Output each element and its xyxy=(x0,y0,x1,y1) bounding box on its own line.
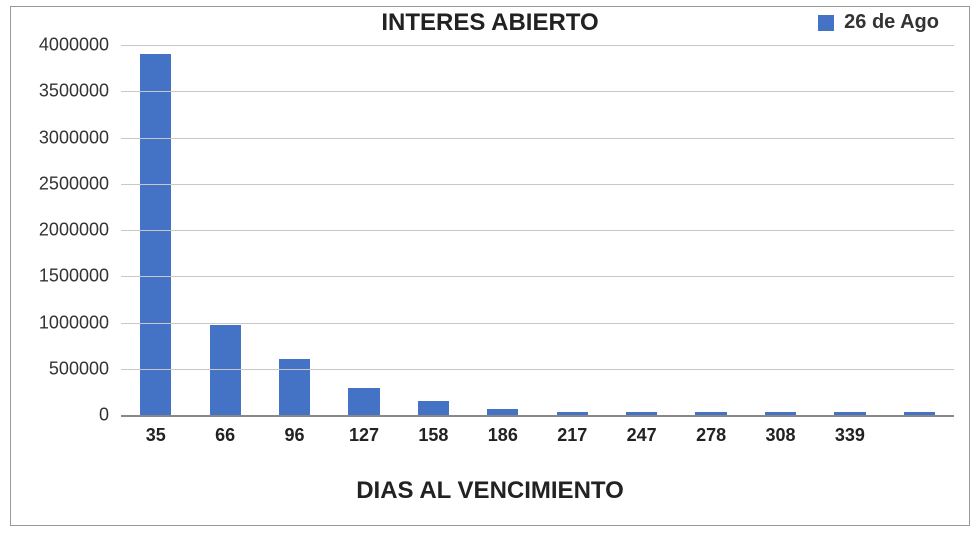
x-axis-title: DIAS AL VENCIMIENTO xyxy=(11,477,969,505)
x-tick-label: 158 xyxy=(399,425,468,455)
x-tick-label xyxy=(885,425,954,455)
bar xyxy=(210,325,241,415)
plot-area xyxy=(121,45,954,415)
x-tick-label: 186 xyxy=(468,425,537,455)
legend-label: 26 de Ago xyxy=(844,11,939,34)
x-tick-label: 217 xyxy=(538,425,607,455)
y-tick-label: 2500000 xyxy=(9,173,109,194)
x-tick-label: 308 xyxy=(746,425,815,455)
gridline xyxy=(121,91,954,92)
x-tick-label: 127 xyxy=(329,425,398,455)
x-tick-label: 96 xyxy=(260,425,329,455)
y-tick-label: 1500000 xyxy=(9,266,109,287)
y-tick-label: 4000000 xyxy=(9,35,109,56)
gridline xyxy=(121,138,954,139)
legend: 26 de Ago xyxy=(818,11,939,34)
gridline xyxy=(121,323,954,324)
x-tick-label: 35 xyxy=(121,425,190,455)
bar xyxy=(418,401,449,415)
gridline xyxy=(121,45,954,46)
gridline xyxy=(121,230,954,231)
y-tick-label: 0 xyxy=(9,405,109,426)
y-tick-label: 3500000 xyxy=(9,81,109,102)
gridline xyxy=(121,184,954,185)
chart-frame: INTERES ABIERTO 26 de Ago 05000001000000… xyxy=(10,6,970,526)
x-axis-tick-labels: 356696127158186217247278308339 xyxy=(121,425,954,455)
x-tick-label: 278 xyxy=(676,425,745,455)
y-tick-label: 500000 xyxy=(9,358,109,379)
gridline xyxy=(121,276,954,277)
x-tick-label: 247 xyxy=(607,425,676,455)
y-tick-label: 3000000 xyxy=(9,127,109,148)
bar xyxy=(348,388,379,415)
y-tick-label: 2000000 xyxy=(9,220,109,241)
bar xyxy=(140,54,171,415)
y-tick-label: 1000000 xyxy=(9,312,109,333)
x-tick-label: 339 xyxy=(815,425,884,455)
gridline xyxy=(121,415,954,417)
y-axis-tick-labels: 0500000100000015000002000000250000030000… xyxy=(11,45,115,415)
x-tick-label: 66 xyxy=(190,425,259,455)
gridline xyxy=(121,369,954,370)
legend-swatch xyxy=(818,15,834,31)
bar xyxy=(279,359,310,415)
